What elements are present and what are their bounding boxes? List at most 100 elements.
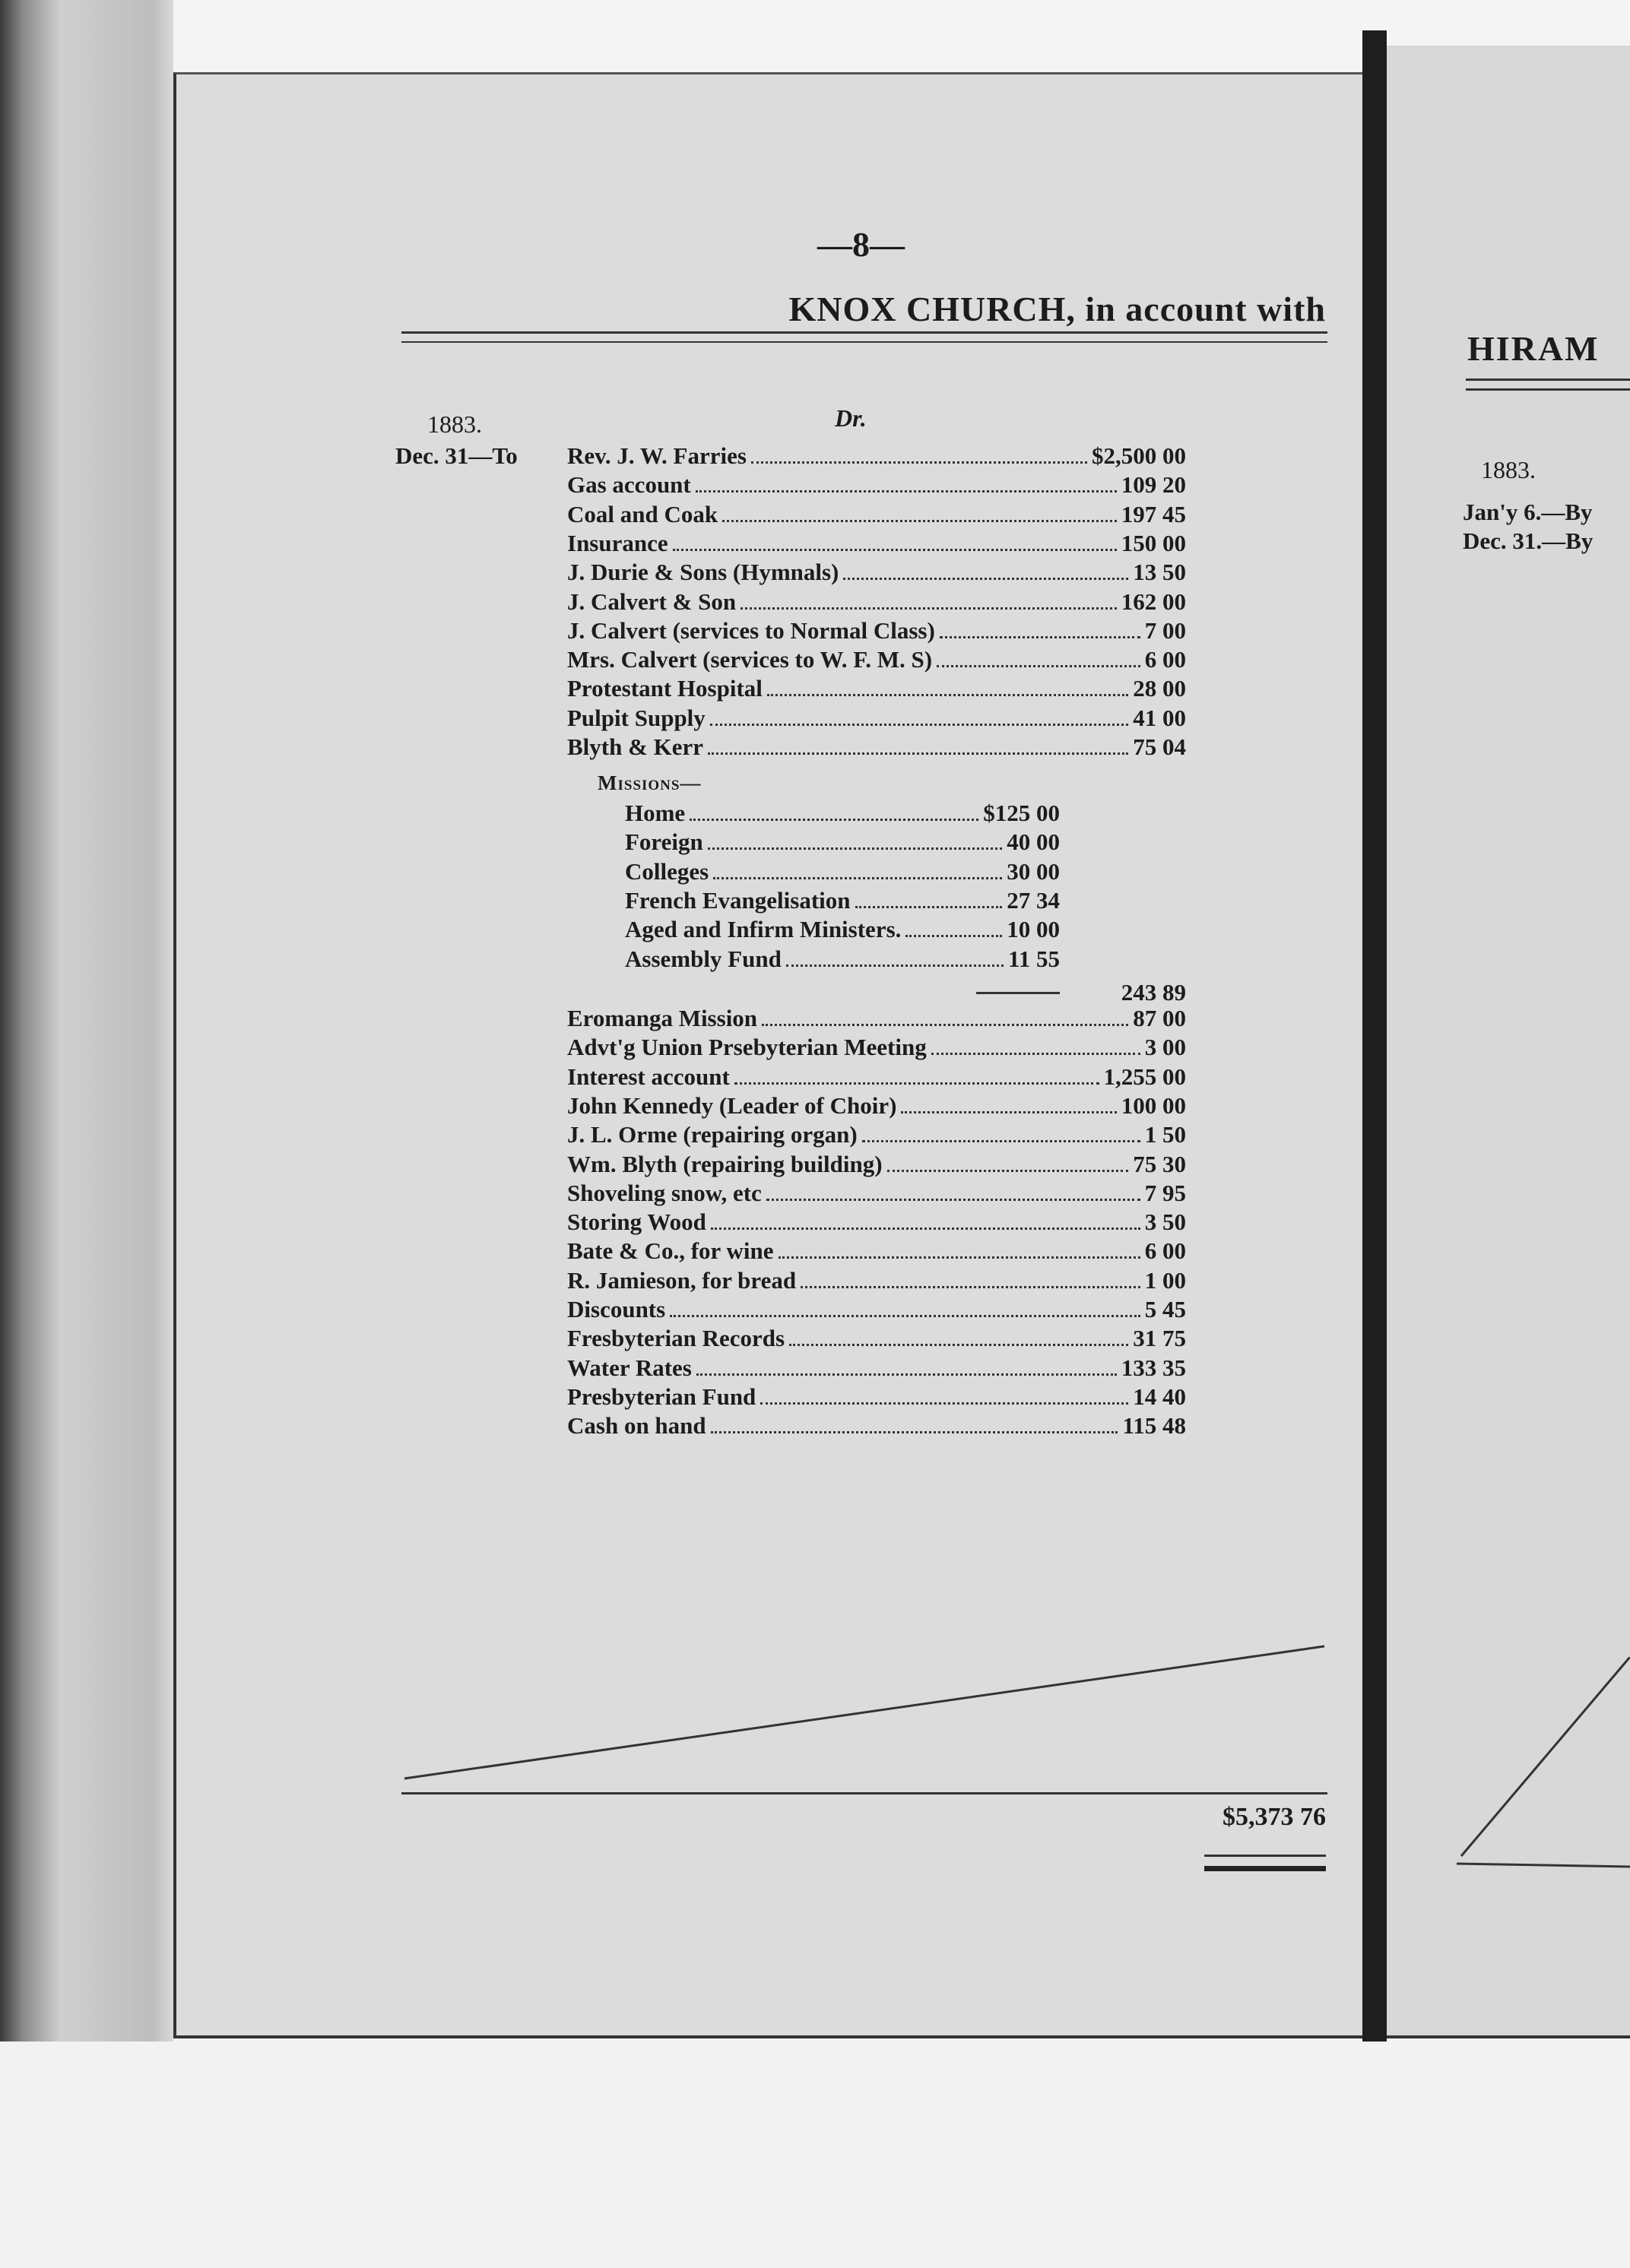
dot-leader	[709, 723, 1129, 726]
dot-leader	[740, 607, 1117, 610]
entry-label: Home	[625, 800, 686, 826]
entry-label: Colleges	[625, 857, 709, 885]
entry-date: Dec. 31—To	[395, 442, 518, 469]
entry-amount: $125 00	[983, 800, 1060, 826]
ledger-row: Coal and Coak 197 45	[567, 501, 1186, 530]
entry-amount: 162 00	[1121, 588, 1186, 615]
entry-label: J. L. Orme (repairing organ)	[567, 1121, 858, 1148]
ledger-row: J. Durie & Sons (Hymnals) 13 50	[567, 559, 1186, 588]
ledger-row: Storing Wood 3 50	[567, 1208, 1186, 1237]
dot-leader	[861, 1140, 1140, 1143]
ledger-row: Foreign 40 00	[625, 828, 1060, 857]
subtotal-rule	[976, 992, 1060, 994]
entry-label: Protestant Hospital	[567, 675, 763, 702]
entry-amount: 13 50	[1133, 559, 1186, 586]
ledger-row: Water Rates 133 35	[567, 1354, 1186, 1383]
dot-leader	[801, 1285, 1140, 1288]
entry-label: Advt'g Union Prsebyterian Meeting	[567, 1034, 927, 1061]
entry-amount: 1 50	[1144, 1121, 1186, 1148]
ledger-row: Home $125 00	[625, 800, 1060, 828]
dot-leader	[886, 1169, 1129, 1172]
entry-label: Coal and Coak	[567, 500, 718, 527]
missions-heading: Missions—	[598, 771, 702, 794]
dot-leader	[713, 876, 1003, 879]
entry-amount: 75 04	[1133, 733, 1186, 760]
entry-amount: 1,255 00	[1103, 1063, 1187, 1090]
dot-leader	[750, 461, 1087, 464]
dot-leader	[710, 1227, 1140, 1231]
ledger-row: J. Calvert (services to Normal Class) 7 0…	[567, 617, 1186, 646]
ledger-row: J. L. Orme (repairing organ) 1 50	[567, 1121, 1186, 1150]
dot-leader	[760, 1402, 1129, 1405]
entry-amount: 40 00	[1007, 828, 1060, 856]
right-row: Dec. 31.—By	[1463, 527, 1594, 554]
entry-amount: 10 00	[1007, 916, 1060, 943]
total-rule	[401, 1792, 1327, 1794]
entry-label: Gas account	[567, 471, 691, 499]
dot-leader	[695, 490, 1117, 493]
ledger-row: Presbyterian Fund 14 40	[567, 1383, 1186, 1412]
entry-label: Discounts	[567, 1296, 666, 1322]
ledger-row: John Kennedy (Leader of Choir) 100 00	[567, 1092, 1186, 1121]
entry-label: J. Calvert & Son	[567, 588, 737, 615]
dot-leader	[734, 1082, 1099, 1085]
entry-label: Assembly Fund	[625, 945, 782, 972]
dot-leader	[901, 1110, 1117, 1113]
ledger-row: Advt'g Union Prsebyterian Meeting 3 00	[567, 1034, 1186, 1063]
entry-amount: 6 00	[1144, 646, 1186, 673]
entry-label: Fresbyterian Records	[567, 1325, 785, 1352]
missions-subtotal: 243 89	[1121, 979, 1186, 1006]
dot-leader	[766, 694, 1129, 697]
entry-amount: 28 00	[1133, 675, 1186, 702]
page-title: KNOX CHURCH, in account with	[788, 290, 1326, 328]
ledger-row: Eromanga Mission 87 00	[567, 1005, 1186, 1034]
entry-label: Insurance	[567, 529, 668, 556]
dot-leader	[766, 1198, 1140, 1201]
entry-amount: 11 55	[1007, 945, 1060, 972]
dot-leader	[939, 635, 1140, 638]
entry-label: Rev. J. W. Farries	[567, 442, 747, 469]
entry-label: J. Durie & Sons (Hymnals)	[567, 559, 839, 586]
entry-label: Presbyterian Fund	[567, 1383, 756, 1410]
left-page	[173, 72, 1362, 2038]
entry-label: Wm. Blyth (repairing building)	[567, 1150, 883, 1177]
entry-label: Water Rates	[567, 1354, 692, 1381]
dot-leader	[843, 578, 1129, 581]
entry-label: Storing Wood	[567, 1208, 706, 1236]
cancel-diagonal-line	[404, 1645, 1325, 1780]
ledger-row: Blyth & Kerr 75 04	[567, 733, 1186, 762]
entry-amount: 109 20	[1121, 471, 1186, 499]
dot-leader	[789, 1344, 1129, 1347]
entry-amount: 1 00	[1144, 1266, 1186, 1294]
entry-label: Foreign	[625, 828, 703, 856]
entry-label: Interest account	[567, 1063, 730, 1090]
dot-leader	[722, 519, 1117, 522]
entry-amount: 115 48	[1122, 1412, 1186, 1440]
ledger-row: Aged and Infirm Ministers. 10 00	[625, 916, 1060, 945]
dot-leader	[690, 819, 979, 821]
title-double-rule	[1466, 379, 1630, 391]
ledger-row: Gas account 109 20	[567, 471, 1186, 500]
entry-label: Eromanga Mission	[567, 1005, 758, 1031]
ledger-row: Cash on hand 115 48	[567, 1412, 1186, 1441]
dot-leader	[785, 964, 1004, 967]
ledger-year: 1883.	[427, 410, 482, 438]
ledger-row: Insurance 150 00	[567, 530, 1186, 559]
entry-amount: 3 00	[1144, 1034, 1186, 1061]
ledger-row: J. Calvert & Son 162 00	[567, 588, 1186, 617]
cancel-diagonal-line	[1456, 1657, 1630, 1868]
dot-leader	[778, 1256, 1140, 1259]
entry-amount: 30 00	[1007, 857, 1060, 885]
entry-amount: 197 45	[1121, 500, 1186, 527]
dot-leader	[707, 847, 1003, 850]
entry-amount: 87 00	[1133, 1005, 1186, 1031]
entry-label: R. Jamieson, for bread	[567, 1266, 797, 1294]
ledger-row: Pulpit Supply 41 00	[567, 705, 1186, 733]
right-row: Jan'y 6.—By	[1463, 499, 1593, 525]
entry-amount: $2,500 00	[1092, 442, 1186, 469]
entry-amount: 75 30	[1133, 1150, 1186, 1177]
entry-label: Blyth & Kerr	[567, 733, 704, 760]
dot-leader	[855, 905, 1003, 908]
entry-label: J. Calvert (services to Normal Class)	[567, 616, 935, 644]
entry-amount: 6 00	[1144, 1237, 1186, 1265]
